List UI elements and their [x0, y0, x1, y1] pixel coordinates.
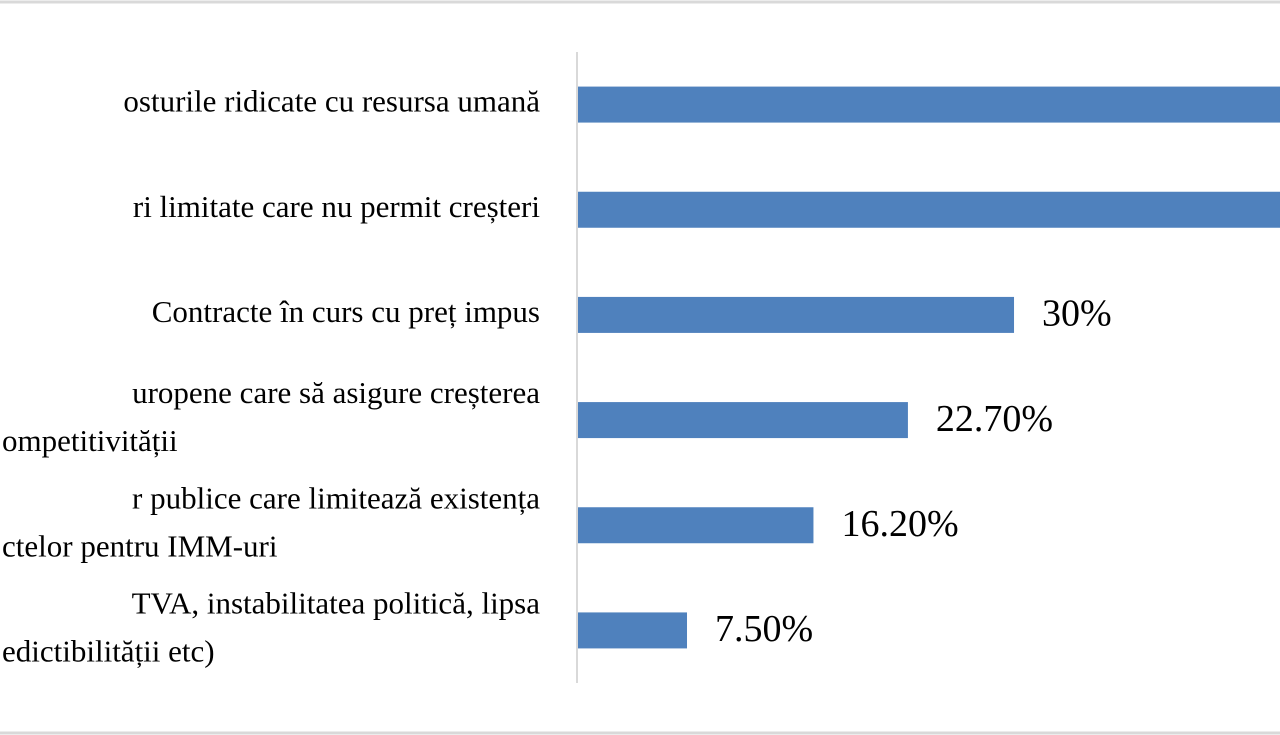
category-label: ompetitivității: [2, 423, 178, 458]
bar: [578, 86, 1280, 123]
data-label: 30%: [1042, 293, 1112, 335]
category-label: edictibilității etc): [2, 634, 215, 669]
category-label: r publice care limitează existența: [132, 480, 540, 515]
bar: [578, 296, 1015, 333]
category-label: ri limitate care nu permit creșteri: [133, 189, 541, 224]
category-label: Contracte în curs cu preț impus: [152, 294, 540, 329]
bar: [578, 612, 688, 649]
category-label: osturile ridicate cu resursa umană: [123, 84, 540, 119]
category-label: ctelor pentru IMM-uri: [2, 528, 278, 563]
category-label: TVA, instabilitatea politică, lipsa: [132, 586, 541, 621]
bar: [578, 507, 814, 544]
data-label: 16.20%: [841, 503, 958, 545]
bar: [578, 402, 908, 439]
data-label: 7.50%: [715, 608, 813, 650]
category-label: uropene care să asigure creșterea: [132, 375, 540, 410]
data-label: 22.70%: [936, 398, 1053, 440]
bar: [578, 191, 1280, 228]
